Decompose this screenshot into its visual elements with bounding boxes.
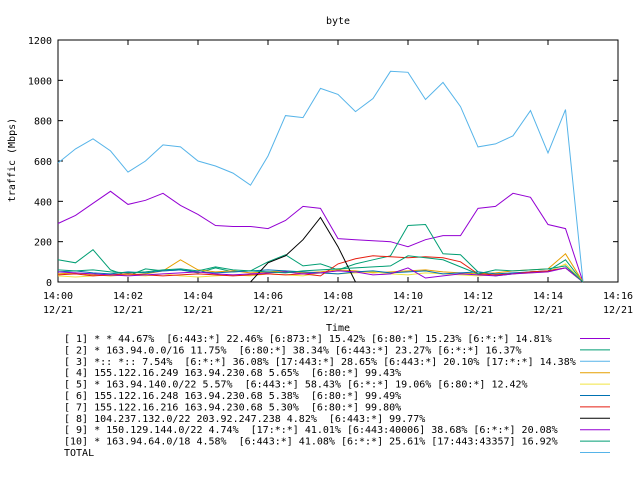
x-tick-label-date: 12/21 [533, 305, 563, 316]
y-axis-label: traffic (Mbps) [7, 118, 18, 202]
series-line-4 [57, 253, 584, 283]
legend-label: [ 5] * 163.94.140.0/22 5.57% [6:443:*] 5… [64, 380, 528, 391]
series-line-1 [57, 190, 584, 283]
legend-label: [ 1] * * 44.67% [6:443:*] 22.46% [6:873:… [64, 334, 552, 345]
legend-label: [ 8] 104.237.132.0/22 203.92.247.238 4.8… [64, 414, 425, 425]
series-line-3 [57, 70, 584, 283]
y-tick-label: 1200 [28, 36, 52, 47]
x-tick-label-time: 14:10 [393, 291, 423, 302]
chart-title: byte [326, 16, 350, 27]
x-tick-label-date: 12/21 [43, 305, 73, 316]
legend: [ 1] * * 44.67% [6:443:*] 22.46% [6:873:… [64, 334, 610, 459]
x-tick-label-time: 14:06 [253, 291, 283, 302]
x-tick-label-time: 14:16 [603, 291, 633, 302]
y-tick-label: 600 [34, 157, 52, 168]
x-tick-label-time: 14:12 [463, 291, 493, 302]
x-tick-label-date: 12/21 [323, 305, 353, 316]
series-lines [57, 70, 584, 283]
series-line-8 [58, 216, 583, 283]
x-tick-label-date: 12/21 [253, 305, 283, 316]
x-tick-label-time: 14:02 [113, 291, 143, 302]
series-line-9 [57, 267, 584, 283]
series-line-10 [57, 255, 584, 283]
legend-label: [ 6] 155.122.16.248 163.94.230.68 5.38% … [64, 391, 401, 402]
y-tick-label: 1000 [28, 76, 52, 87]
x-tick-label-date: 12/21 [463, 305, 493, 316]
x-ticks: 14:00 12/21 14:02 12/21 14:04 12/21 14:06 12/21… [43, 40, 633, 316]
legend-label: [ 3] *:: *:: 7.54% [6:*:*] 36.08% [17:44… [64, 357, 576, 368]
legend-label: [ 9] * 150.129.144.0/22 4.74% [17:*:*] 4… [64, 425, 558, 436]
legend-label: [10] * 163.94.64.0/18 4.58% [6:443:*] 41… [64, 437, 558, 448]
legend-label: [ 2] * 163.94.0.0/16 11.75% [6:80:*] 38.… [64, 345, 522, 356]
y-tick-label: 0 [46, 278, 52, 289]
legend-label: [ 7] 155.122.16.216 163.94.230.68 5.30% … [64, 402, 401, 413]
y-tick-label: 800 [34, 117, 52, 128]
y-tick-label: 400 [34, 197, 52, 208]
series-line-7 [57, 255, 584, 283]
x-tick-label-time: 14:14 [533, 291, 563, 302]
x-tick-label-time: 14:00 [43, 291, 73, 302]
x-axis-label: Time [326, 323, 350, 334]
y-tick-label: 200 [34, 238, 52, 249]
legend-label: TOTAL [64, 448, 94, 459]
plot-frame [57, 39, 619, 283]
x-tick-label-date: 12/21 [183, 305, 213, 316]
y-ticks: 0 200 400 600 800 1000 1200 [28, 36, 618, 289]
x-tick-label-date: 12/21 [113, 305, 143, 316]
x-tick-label-date: 12/21 [393, 305, 423, 316]
x-tick-label-time: 14:08 [323, 291, 353, 302]
x-tick-label-time: 14:04 [183, 291, 213, 302]
x-tick-label-date: 12/21 [603, 305, 633, 316]
legend-label: [ 4] 155.122.16.249 163.94.230.68 5.65% … [64, 368, 401, 379]
